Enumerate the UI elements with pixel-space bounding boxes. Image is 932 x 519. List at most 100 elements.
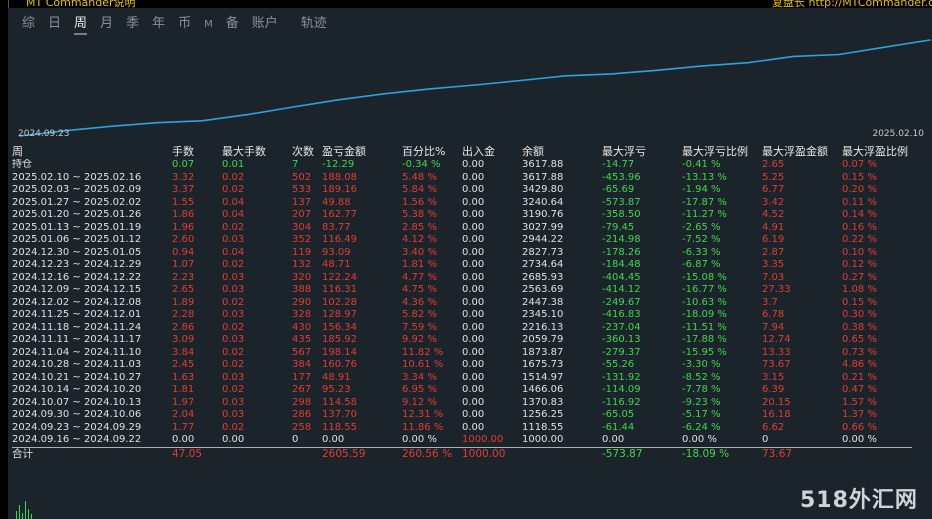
cell-max-float-loss: -404.45 xyxy=(602,271,641,283)
cell-max-float-profit-pct: 0.73 % xyxy=(842,346,877,358)
cell-max-float-profit-pct: 0.16 % xyxy=(842,221,877,233)
volume-mark xyxy=(25,501,26,519)
table-row[interactable]: 2024.11.04 ~ 2024.11.10 3.84 0.02 567 198.14… xyxy=(12,347,912,360)
table-row[interactable]: 2024.11.11 ~ 2024.11.17 3.09 0.03 435 185.92… xyxy=(12,334,912,347)
cell-pnl: 114.58 xyxy=(322,396,357,408)
table-row[interactable]: 2024.10.28 ~ 2024.11.03 2.45 0.02 384 160.76… xyxy=(12,359,912,372)
watermark-logo: 518外汇网 xyxy=(800,488,918,513)
cell-count: 258 xyxy=(292,421,312,433)
table-row[interactable]: 2024.12.23 ~ 2024.12.29 1.07 0.02 132 48.71 1… xyxy=(12,259,912,272)
table-row[interactable]: 2025.01.20 ~ 2025.01.26 1.86 0.04 207 162.77… xyxy=(12,209,912,222)
table-row[interactable]: 2024.09.16 ~ 2024.09.22 0.00 0.00 0 0.00 0.00… xyxy=(12,434,912,447)
table-row[interactable]: 2025.02.03 ~ 2025.02.09 3.37 0.02 533 189.16… xyxy=(12,184,912,197)
cell-pnl: 160.76 xyxy=(322,359,357,370)
cell-balance: 3027.99 xyxy=(522,221,564,233)
column-header[interactable]: 手数 xyxy=(172,145,194,158)
column-header[interactable]: 次数 xyxy=(292,145,314,158)
cell-count: 435 xyxy=(292,334,312,345)
total-max-lots xyxy=(222,446,292,460)
cell-max-float-profit-pct: 0.30 % xyxy=(842,309,877,320)
cell-balance: 1118.55 xyxy=(522,421,564,433)
table-row[interactable]: 2024.12.02 ~ 2024.12.08 1.89 0.02 290 102.28… xyxy=(12,297,912,310)
table-row[interactable]: 2025.01.27 ~ 2025.02.02 1.55 0.04 137 49.88 1… xyxy=(12,197,912,210)
table-row[interactable]: 2025.01.13 ~ 2025.01.19 1.96 0.02 304 83.77 2… xyxy=(12,222,912,235)
cell-period: 2024.10.21 ~ 2024.10.27 xyxy=(12,371,142,383)
cell-max-float-profit: 4.91 xyxy=(762,221,785,233)
tab-6[interactable]: 币 xyxy=(178,16,192,31)
cell-max-lots: 0.04 xyxy=(222,196,245,208)
cell-balance: 1514.97 xyxy=(522,371,564,383)
column-header[interactable]: 最大浮亏 xyxy=(602,145,646,158)
table-row[interactable]: 2024.10.07 ~ 2024.10.13 1.97 0.03 298 114.58… xyxy=(12,397,912,410)
cell-max-lots: 0.04 xyxy=(222,246,245,258)
tab-0[interactable]: 综 xyxy=(22,16,36,31)
column-header[interactable]: 出入金 xyxy=(462,145,495,158)
cell-max-float-loss-pct: 0.00 % xyxy=(682,434,717,445)
cell-pct: 4.75 % xyxy=(402,284,437,295)
table-row[interactable]: 2024.10.21 ~ 2024.10.27 1.63 0.03 177 48.91 3… xyxy=(12,372,912,385)
cell-deposit: 0.00 xyxy=(462,309,485,320)
cell-max-float-profit-pct: 0.27 % xyxy=(842,271,877,283)
cell-max-float-profit: 4.52 xyxy=(762,209,785,220)
cell-lots: 2.86 xyxy=(172,321,195,333)
cell-max-float-loss-pct: -6.33 % xyxy=(682,246,721,258)
table-row[interactable]: 2024.12.09 ~ 2024.12.15 2.65 0.03 388 116.31… xyxy=(12,284,912,297)
cell-pnl: 189.16 xyxy=(322,184,357,195)
tab-5[interactable]: 年 xyxy=(152,16,166,31)
tab-4[interactable]: 季 xyxy=(126,16,140,31)
cell-max-float-loss-pct: -7.52 % xyxy=(682,234,721,245)
column-header[interactable]: 周 xyxy=(12,145,23,158)
table-row[interactable]: 2024.12.16 ~ 2024.12.22 2.23 0.03 320 122.24… xyxy=(12,272,912,285)
column-header[interactable]: 最大浮亏比例 xyxy=(682,145,748,158)
cell-max-float-profit-pct: 0.12 % xyxy=(842,259,877,270)
cell-max-float-loss-pct: -5.17 % xyxy=(682,409,721,420)
cell-max-float-profit: 5.25 xyxy=(762,171,785,183)
cell-deposit: 0.00 xyxy=(462,196,485,208)
table-row[interactable]: 2025.02.10 ~ 2025.02.16 3.32 0.02 502 188.08… xyxy=(12,172,912,185)
cell-max-float-loss-pct: -15.95 % xyxy=(682,346,727,358)
total-max-float-loss: -573.87 xyxy=(602,446,682,460)
cell-max-float-profit-pct: 1.57 % xyxy=(842,396,877,408)
equity-point xyxy=(292,106,294,108)
table-row[interactable]: 2024.09.30 ~ 2024.10.06 2.04 0.03 286 137.70… xyxy=(12,409,912,422)
cell-pnl: 118.55 xyxy=(322,421,357,433)
cell-period: 2024.11.25 ~ 2024.12.01 xyxy=(12,309,142,320)
cell-max-float-loss-pct: -13.13 % xyxy=(682,171,727,183)
cell-max-float-loss: -249.67 xyxy=(602,296,641,308)
tab-2[interactable]: 周 xyxy=(74,15,88,35)
tab-9[interactable]: 账户 xyxy=(251,16,278,31)
cell-lots: 2.23 xyxy=(172,271,195,283)
cell-max-float-loss-pct: -11.27 % xyxy=(682,209,727,220)
column-header[interactable]: 盈亏金额 xyxy=(322,145,366,158)
table-row[interactable]: 2024.10.14 ~ 2024.10.20 1.81 0.02 267 95.23 6… xyxy=(12,384,912,397)
cell-max-float-profit-pct: 0.11 % xyxy=(842,196,877,208)
cell-deposit: 0.00 xyxy=(462,209,485,220)
tab-10[interactable]: 轨迹 xyxy=(300,16,327,31)
cell-max-float-loss-pct: -10.63 % xyxy=(682,296,727,308)
cell-pct: 12.31 % xyxy=(402,409,444,420)
column-header[interactable]: 余额 xyxy=(522,145,544,158)
column-header[interactable]: 最大手数 xyxy=(222,145,266,158)
cell-period: 2024.10.14 ~ 2024.10.20 xyxy=(12,384,142,395)
equity-point xyxy=(656,69,658,72)
cell-period: 2024.11.04 ~ 2024.11.10 xyxy=(12,346,142,358)
cell-max-lots: 0.03 xyxy=(222,271,245,283)
column-header[interactable]: 百分比% xyxy=(402,145,446,158)
table-row[interactable]: 2025.01.06 ~ 2025.01.12 2.60 0.03 352 116.49… xyxy=(12,234,912,247)
tab-7[interactable]: M xyxy=(204,19,213,30)
cell-deposit: 0.00 xyxy=(462,346,485,358)
cell-pct: 4.36 % xyxy=(402,296,437,308)
tab-8[interactable]: 备 xyxy=(225,16,239,31)
total-max-float-profit: 73.67 xyxy=(762,446,842,460)
table-row[interactable]: 2024.12.30 ~ 2025.01.05 0.94 0.04 119 93.09 3… xyxy=(12,247,912,260)
table-row[interactable]: 持仓 0.07 0.01 7 -12.29 -0.34 % 0.00 3617.88 -14.7… xyxy=(12,159,912,172)
column-header[interactable]: 最大浮盈金额 xyxy=(762,145,828,158)
table-row[interactable]: 2024.09.23 ~ 2024.09.29 1.77 0.02 258 118.55… xyxy=(12,422,912,435)
cell-max-lots: 0.03 xyxy=(222,234,245,245)
column-header[interactable]: 最大浮盈比例 xyxy=(842,145,908,158)
tab-3[interactable]: 月 xyxy=(100,16,114,31)
table-row[interactable]: 2024.11.25 ~ 2024.12.01 2.28 0.03 328 128.97… xyxy=(12,309,912,322)
table-row[interactable]: 2024.11.18 ~ 2024.11.24 2.86 0.02 430 156.34… xyxy=(12,322,912,335)
tab-1[interactable]: 日 xyxy=(48,16,62,31)
cell-max-lots: 0.01 xyxy=(222,159,245,170)
